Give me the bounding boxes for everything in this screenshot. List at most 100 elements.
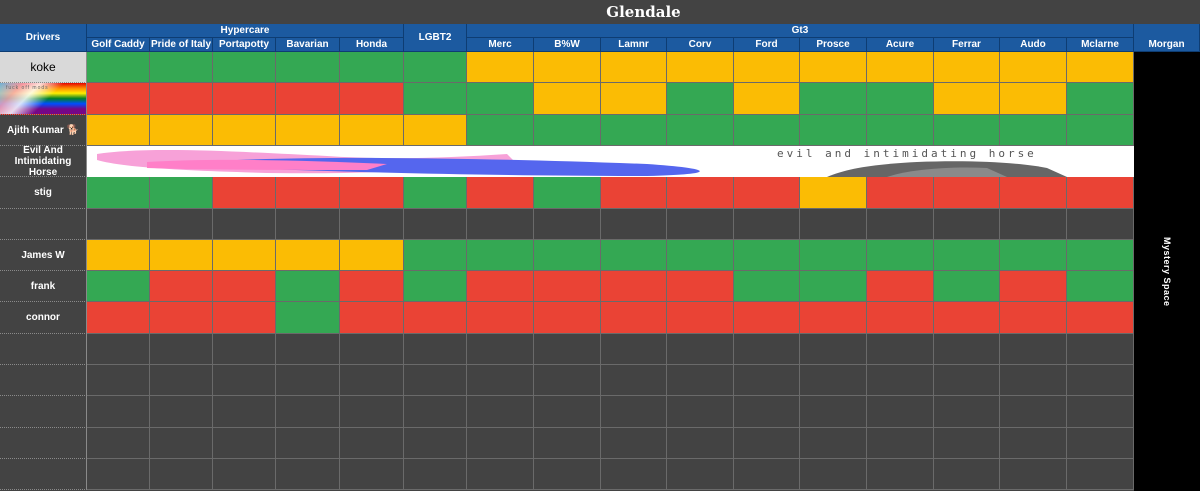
cell[interactable] (213, 115, 276, 146)
cell[interactable] (213, 302, 276, 334)
cell[interactable] (1000, 271, 1067, 302)
cell[interactable] (87, 240, 150, 271)
cell[interactable] (601, 428, 667, 459)
cell[interactable] (534, 334, 601, 365)
cell[interactable] (1000, 365, 1067, 396)
cell[interactable] (534, 271, 601, 302)
cell[interactable] (1000, 459, 1067, 490)
cell[interactable] (934, 52, 1000, 83)
cell[interactable] (734, 365, 800, 396)
driver-name[interactable] (0, 428, 87, 459)
cell[interactable] (404, 396, 467, 428)
cell[interactable] (667, 428, 734, 459)
cell[interactable] (340, 52, 404, 83)
mystery-space-cell[interactable]: Mystery Space (1134, 52, 1200, 491)
cell[interactable] (87, 271, 150, 302)
cell[interactable] (467, 177, 534, 209)
cell[interactable] (734, 240, 800, 271)
cell[interactable] (1067, 83, 1134, 115)
cell[interactable] (467, 334, 534, 365)
cell[interactable] (1000, 177, 1067, 209)
cell[interactable] (867, 365, 934, 396)
cell[interactable] (934, 271, 1000, 302)
cell[interactable] (734, 271, 800, 302)
cell[interactable] (800, 240, 867, 271)
cell[interactable] (800, 115, 867, 146)
pride-flag-banner[interactable]: fuck off mods (0, 83, 87, 115)
cell[interactable] (667, 115, 734, 146)
cell[interactable] (87, 459, 150, 490)
cell[interactable] (534, 302, 601, 334)
group-header[interactable]: Gt3 (467, 24, 1134, 38)
cell[interactable] (150, 334, 213, 365)
cell[interactable] (276, 83, 340, 115)
cell[interactable] (276, 240, 340, 271)
cell[interactable] (734, 52, 800, 83)
cell[interactable] (467, 271, 534, 302)
cell[interactable] (276, 209, 340, 240)
cell[interactable] (734, 459, 800, 490)
column-header[interactable]: Prosce (800, 38, 867, 52)
cell[interactable] (734, 83, 800, 115)
cell[interactable] (934, 209, 1000, 240)
cell[interactable] (867, 459, 934, 490)
cell[interactable] (467, 428, 534, 459)
column-header[interactable]: Ford (734, 38, 800, 52)
cell[interactable] (534, 240, 601, 271)
cell[interactable] (601, 271, 667, 302)
cell[interactable] (667, 240, 734, 271)
cell[interactable] (404, 302, 467, 334)
cell[interactable] (467, 459, 534, 490)
cell[interactable] (867, 83, 934, 115)
cell[interactable] (800, 459, 867, 490)
cell[interactable] (1000, 209, 1067, 240)
cell[interactable] (867, 428, 934, 459)
cell[interactable] (734, 396, 800, 428)
cell[interactable] (800, 302, 867, 334)
cell[interactable] (87, 209, 150, 240)
column-header[interactable]: Morgan (1134, 24, 1200, 52)
cell[interactable] (1067, 52, 1134, 83)
column-header[interactable]: Mclarne (1067, 38, 1134, 52)
cell[interactable] (534, 52, 601, 83)
cell[interactable] (534, 365, 601, 396)
cell[interactable] (404, 177, 467, 209)
cell[interactable] (340, 209, 404, 240)
cell[interactable] (467, 52, 534, 83)
cell[interactable] (404, 52, 467, 83)
cell[interactable] (534, 83, 601, 115)
cell[interactable] (1067, 271, 1134, 302)
cell[interactable] (276, 52, 340, 83)
cell[interactable] (1067, 396, 1134, 428)
group-header[interactable]: LGBT2 (404, 24, 467, 52)
cell[interactable] (276, 365, 340, 396)
cell[interactable] (404, 428, 467, 459)
cell[interactable] (276, 302, 340, 334)
cell[interactable] (87, 302, 150, 334)
cell[interactable] (340, 271, 404, 302)
cell[interactable] (1067, 334, 1134, 365)
column-header[interactable]: Corv (667, 38, 734, 52)
cell[interactable] (601, 83, 667, 115)
column-header[interactable]: Audo (1000, 38, 1067, 52)
cell[interactable] (734, 334, 800, 365)
driver-name[interactable] (0, 209, 87, 240)
driver-name[interactable]: koke (0, 52, 87, 83)
cell[interactable] (150, 240, 213, 271)
cell[interactable] (340, 396, 404, 428)
cell[interactable] (667, 209, 734, 240)
driver-name[interactable]: Evil And Intimidating Horse (0, 145, 87, 178)
cell[interactable] (213, 271, 276, 302)
cell[interactable] (601, 52, 667, 83)
driver-name[interactable] (0, 459, 87, 490)
column-header[interactable]: Golf Caddy (87, 38, 150, 52)
cell[interactable] (867, 52, 934, 83)
cell[interactable] (601, 177, 667, 209)
cell[interactable] (1000, 52, 1067, 83)
cell[interactable] (404, 115, 467, 146)
cell[interactable] (1000, 240, 1067, 271)
cell[interactable] (276, 459, 340, 490)
cell[interactable] (934, 115, 1000, 146)
cell[interactable] (734, 302, 800, 334)
cell[interactable] (934, 83, 1000, 115)
